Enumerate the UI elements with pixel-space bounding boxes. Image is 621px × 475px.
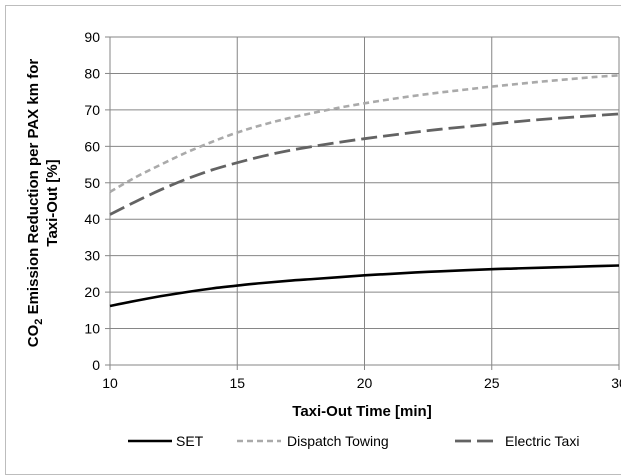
x-tick-label: 10 xyxy=(102,375,118,391)
y-tick-label: 70 xyxy=(84,102,100,118)
y-tick-label: 10 xyxy=(84,321,100,337)
series-line-0 xyxy=(109,264,620,308)
y-tick-label: 90 xyxy=(84,29,100,45)
legend-label-dispatch-towing: Dispatch Towing xyxy=(287,433,389,449)
legend-label-set: SET xyxy=(176,433,204,449)
y-tick-label: 40 xyxy=(84,211,100,227)
tick-labels: 01020304050607080901015202530 xyxy=(84,29,621,391)
x-tick-label: 30 xyxy=(611,375,621,391)
series-lines xyxy=(109,74,620,308)
y-axis-title-group: CO2 Emission Reduction per PAX km for Ta… xyxy=(25,59,61,348)
line-chart: 01020304050607080901015202530 Taxi-Out T… xyxy=(25,29,621,449)
legend: SET Dispatch Towing Electric Taxi xyxy=(128,433,579,449)
grid xyxy=(105,36,620,370)
series-line-1 xyxy=(109,74,620,194)
y-tick-label: 0 xyxy=(92,357,100,373)
x-axis-title: Taxi-Out Time [min] xyxy=(292,403,431,420)
y-tick-label: 80 xyxy=(84,65,100,81)
x-tick-label: 20 xyxy=(357,375,373,391)
series-line-2 xyxy=(109,112,620,216)
y-tick-label: 30 xyxy=(84,248,100,264)
y-tick-label: 20 xyxy=(84,284,100,300)
legend-label-electric-taxi: Electric Taxi xyxy=(505,433,579,449)
y-axis-title-line1: CO2 Emission Reduction per PAX km for xyxy=(25,59,45,348)
y-tick-label: 60 xyxy=(84,138,100,154)
x-tick-label: 15 xyxy=(229,375,245,391)
y-axis-title-line2: Taxi-Out [%] xyxy=(44,159,61,246)
y-tick-label: 50 xyxy=(84,175,100,191)
x-tick-label: 25 xyxy=(484,375,500,391)
